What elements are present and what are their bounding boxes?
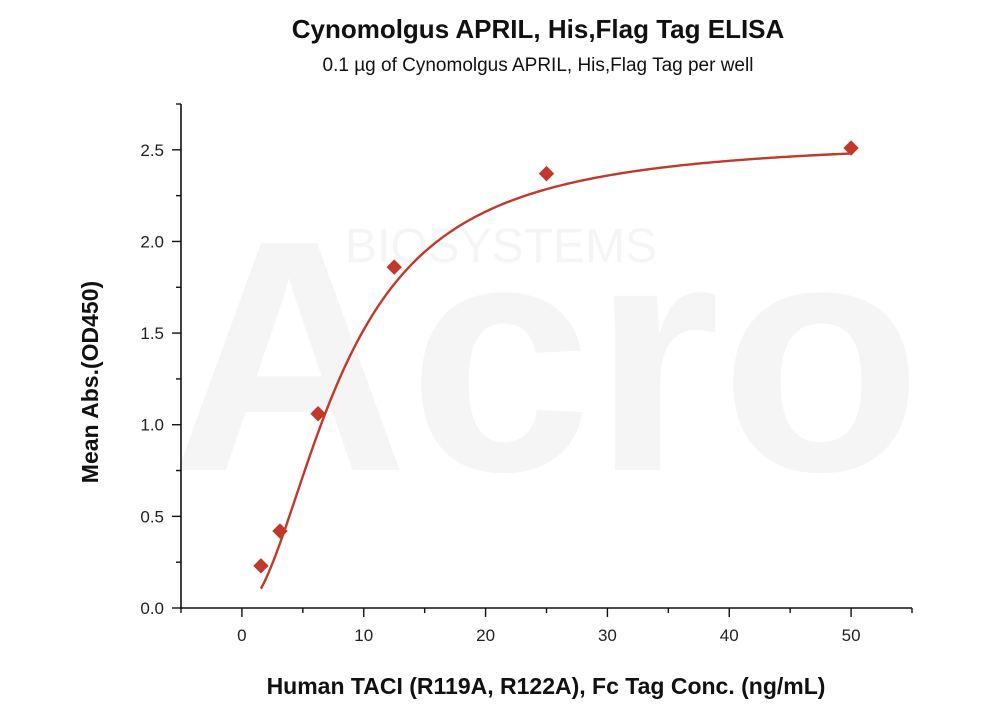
chart-title: Cynomolgus APRIL, His,Flag Tag ELISA [292,14,785,44]
data-point-diamond [538,165,555,182]
data-points [253,140,859,574]
y-ticks: 0.0 0.5 1.0 1.5 2.0 2.5 [140,103,181,618]
fit-curve-group [259,152,852,590]
x-axis-label: Human TACI (R119A, R122A), Fc Tag Conc. … [267,673,826,699]
data-point-diamond [253,558,269,574]
x-tick-label: 50 [842,626,861,645]
fit-curve [259,152,852,590]
chart-subtitle: 0.1 µg of Cynomolgus APRIL, His,Flag Tag… [323,55,754,76]
watermark-logo: Acro BIOSYSTEMS [170,171,922,540]
y-tick-label: 2.0 [140,232,164,251]
x-tick-label: 20 [476,626,495,645]
data-point-diamond [272,523,288,539]
data-point-diamond [310,406,326,422]
x-ticks: 0 10 20 30 40 50 [180,608,913,645]
y-tick-label: 0.0 [140,599,164,618]
data-point-diamond [386,259,402,275]
x-tick-label: 40 [720,626,739,645]
x-tick-label: 0 [237,626,246,645]
y-tick-label: 2.5 [140,141,164,160]
y-tick-label: 1.0 [140,416,164,435]
y-axis-label: Mean Abs.(OD450) [77,281,103,483]
x-tick-label: 10 [354,626,373,645]
y-tick-label: 0.5 [140,507,164,526]
x-tick-label: 30 [598,626,617,645]
data-point-diamond [843,140,859,156]
y-tick-label: 1.5 [140,324,164,343]
